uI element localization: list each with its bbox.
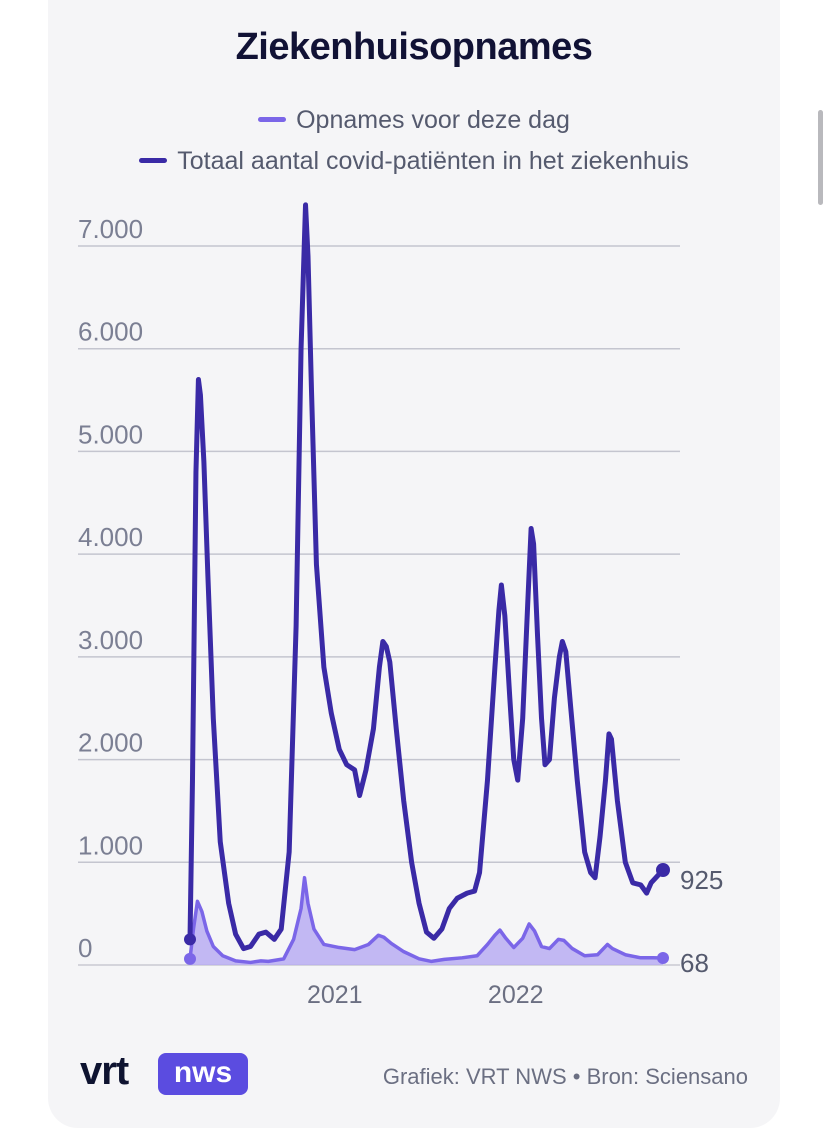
chart-title: Ziekenhuisopnames <box>235 26 593 68</box>
y-tick-label: 6.000 <box>78 317 143 347</box>
line-chart: 0 1.000 2.000 3.000 4.000 5.000 6.000 7.000 2021… <box>78 202 723 1009</box>
source-credit: Grafiek: VRT NWS • Bron: Sciensano <box>382 1064 748 1089</box>
legend-item-admissions: Opnames voor deze dag <box>0 106 828 135</box>
total-start-point <box>184 933 196 946</box>
admissions-area <box>190 877 663 965</box>
admissions-start-point <box>184 952 196 965</box>
x-tick-label: 2021 <box>307 981 363 1009</box>
total-end-label: 925 <box>680 865 723 895</box>
y-tick-label: 2.000 <box>78 728 143 758</box>
y-tick-label: 3.000 <box>78 625 143 655</box>
y-tick-label: 1.000 <box>78 830 143 860</box>
legend-label-total: Totaal aantal covid-patiënten in het zie… <box>177 147 689 175</box>
legend-swatch-total <box>139 157 168 163</box>
y-tick-label: 5.000 <box>78 419 143 449</box>
total-end-point <box>656 862 670 877</box>
y-tick-label: 4.000 <box>78 522 143 552</box>
vrt-logo: vrt <box>80 1049 129 1093</box>
scrollbar[interactable] <box>818 110 823 205</box>
total-patients-line <box>187 202 666 952</box>
admissions-end-point <box>657 952 669 965</box>
chart-card <box>48 0 780 1128</box>
admissions-line <box>188 875 664 965</box>
x-tick-label: 2022 <box>488 981 544 1009</box>
y-tick-label: 7.000 <box>78 214 143 244</box>
legend-item-total: Totaal aantal covid-patiënten in het zie… <box>0 147 828 176</box>
legend-label-admissions: Opnames voor deze dag <box>296 106 570 134</box>
y-tick-label: 0 <box>78 933 92 963</box>
nws-logo: nws <box>158 1053 248 1095</box>
admissions-end-label: 68 <box>680 948 709 978</box>
legend-swatch-admissions <box>258 116 287 122</box>
